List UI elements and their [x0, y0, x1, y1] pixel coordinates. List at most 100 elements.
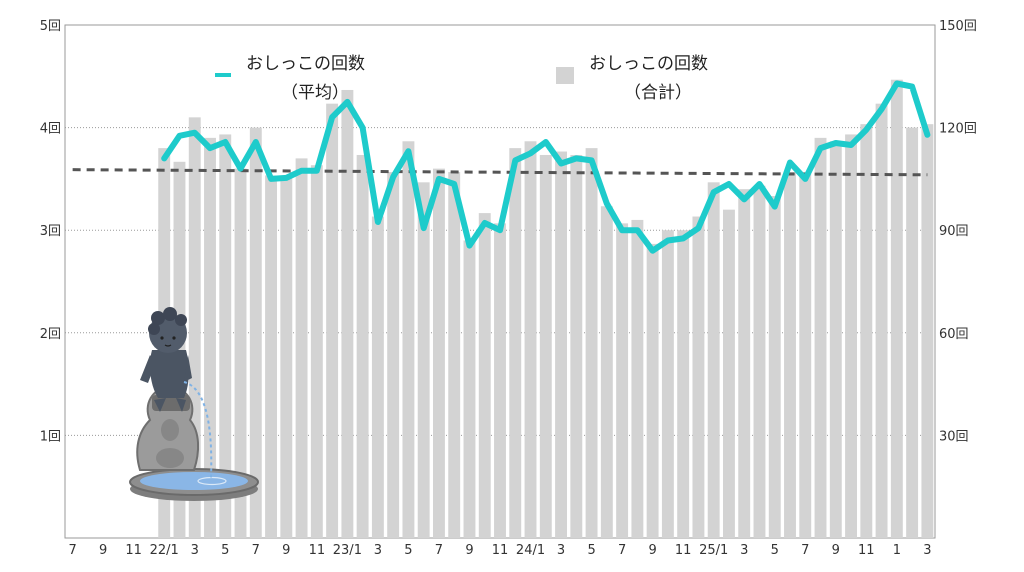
bar [265, 175, 278, 539]
x-tick-label: 1 [893, 543, 901, 558]
bar [875, 103, 888, 538]
legend-bar-label-1: おしっこの回数 [589, 54, 708, 74]
legend-line-swatch [215, 73, 231, 77]
x-tick-label: 7 [801, 543, 809, 558]
x-tick-label: 22/1 [150, 543, 179, 558]
bar [814, 137, 827, 539]
bar [173, 161, 186, 539]
right-tick-label: 120回 [939, 122, 977, 137]
x-tick-label: 9 [465, 543, 473, 558]
bar [371, 216, 384, 538]
x-tick-label: 7 [618, 543, 626, 558]
bar [616, 223, 629, 539]
legend-bar-swatch [556, 67, 574, 84]
x-tick-label: 5 [771, 543, 779, 558]
bar [387, 172, 400, 538]
statue-illustration [129, 307, 259, 501]
x-tick-label: 5 [221, 543, 229, 558]
left-tick-label: 5回 [40, 19, 61, 34]
bar [707, 182, 720, 538]
bar [234, 168, 247, 538]
left-tick-label: 2回 [40, 327, 61, 342]
x-tick-label: 11 [492, 543, 509, 558]
bar [280, 175, 293, 539]
bar [326, 103, 339, 538]
bar [661, 230, 674, 538]
x-tick-label: 3 [191, 543, 199, 558]
bar [600, 206, 613, 538]
bar [585, 148, 598, 538]
x-tick-label: 3 [374, 543, 382, 558]
bar [784, 172, 796, 538]
left-tick-label: 1回 [40, 429, 61, 444]
x-tick-label: 7 [68, 543, 76, 558]
x-tick-label: 24/1 [516, 543, 545, 558]
bar [524, 141, 537, 538]
bar [860, 124, 873, 539]
bar [845, 134, 858, 538]
x-tick-label: 11 [309, 543, 326, 558]
bar [539, 154, 552, 538]
right-tick-label: 90回 [939, 224, 969, 239]
trend-line [72, 168, 928, 177]
bar [768, 196, 781, 538]
bar [799, 172, 812, 538]
bar [432, 168, 445, 538]
x-tick-label: 3 [557, 543, 565, 558]
trend-dashed-line [72, 168, 928, 177]
bar [829, 141, 842, 538]
right-tick-label: 150回 [939, 19, 977, 34]
bar [341, 89, 354, 538]
bar [448, 172, 461, 538]
x-tick-label: 7 [252, 543, 260, 558]
bar [295, 158, 308, 538]
bar [555, 151, 568, 539]
x-tick-label: 11 [125, 543, 142, 558]
x-tick-label: 11 [858, 543, 875, 558]
bar [249, 127, 262, 538]
bar [509, 148, 522, 538]
average-line-series [161, 80, 931, 254]
bar [570, 154, 583, 538]
bar [478, 213, 491, 538]
legend-line-label-2: （平均） [281, 83, 349, 103]
x-tick-label: 23/1 [333, 543, 362, 558]
x-tick-label: 7 [435, 543, 443, 558]
legend-line-label-1: おしっこの回数 [246, 54, 365, 74]
legend-bar-label-2: （合計） [624, 83, 692, 103]
legend: おしっこの回数 （平均） おしっこの回数 （合計） [215, 54, 708, 103]
bar [921, 124, 934, 539]
bar [417, 182, 430, 538]
x-tick-label: 9 [832, 543, 840, 558]
bar [753, 185, 766, 539]
bar [738, 189, 751, 538]
bar [310, 165, 323, 538]
x-tick-label: 9 [99, 543, 107, 558]
x-tick-label: 5 [404, 543, 412, 558]
bar [677, 230, 690, 538]
bar [402, 141, 415, 538]
left-tick-label: 3回 [40, 224, 61, 239]
x-tick-label: 3 [740, 543, 748, 558]
x-tick-label: 25/1 [699, 543, 728, 558]
bar [494, 223, 506, 539]
x-tick-label: 5 [587, 543, 595, 558]
bar [646, 243, 659, 538]
x-tick-label: 9 [282, 543, 290, 558]
bar [692, 216, 705, 538]
axes: 1回 2回 3回 4回 5回 30回 60回 90回 120回 150回 7 9 11 22/1 3 5 7 9 1… [40, 19, 977, 558]
bar [204, 137, 216, 539]
bar [631, 219, 644, 538]
bar [890, 79, 903, 538]
x-tick-label: 3 [923, 543, 931, 558]
bar-series [158, 79, 934, 539]
x-tick-label: 9 [648, 543, 656, 558]
bar [219, 134, 232, 538]
left-tick-label: 4回 [40, 122, 61, 137]
right-tick-label: 30回 [939, 429, 969, 444]
bar [906, 127, 919, 538]
x-tick-label: 11 [675, 543, 692, 558]
bar [356, 154, 369, 538]
bar [463, 240, 476, 538]
